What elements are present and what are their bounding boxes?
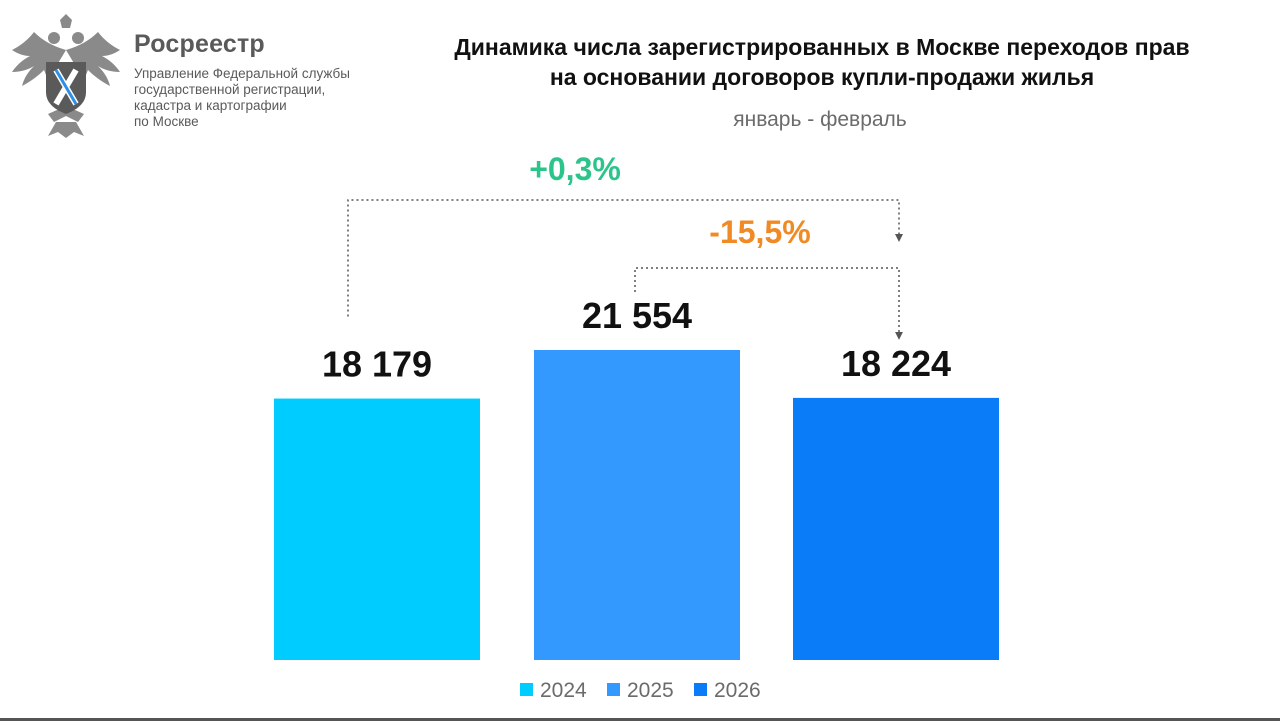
change-label-2024-2026: +0,3%	[529, 151, 621, 187]
bar-2026	[793, 397, 999, 660]
chart-title: Динамика числа зарегистрированных в Моск…	[400, 32, 1244, 92]
change-bracket-2025-2026	[634, 267, 903, 340]
bar-2024	[274, 398, 480, 660]
legend-swatch-2025	[607, 683, 620, 696]
org-subtitle-line: по Москве	[134, 114, 199, 129]
legend-label-2024: 2024	[540, 679, 587, 702]
org-subtitle-line: государственной регистрации,	[134, 82, 326, 97]
change-bracket-2024-2026	[347, 199, 903, 317]
org-subtitle-line: кадастра и картографии	[134, 98, 287, 113]
bottom-divider	[0, 718, 1280, 721]
org-subtitle: Управление Федеральной службы государств…	[134, 66, 350, 130]
change-label-2025-2026: -15,5%	[709, 214, 810, 250]
chart-title-line: на основании договоров купли-продажи жил…	[549, 64, 1095, 90]
data-label-2026: 18 224	[841, 343, 951, 384]
org-name: Росреестр	[134, 30, 265, 58]
rosreestr-emblem-icon	[12, 14, 120, 138]
data-label-2024: 18 179	[322, 344, 432, 385]
chart-subtitle: январь - февраль	[733, 108, 907, 131]
legend-swatch-2026	[694, 683, 707, 696]
legend-swatch-2024	[520, 683, 533, 696]
bar-2025	[534, 350, 740, 660]
org-subtitle-line: Управление Федеральной службы	[134, 66, 350, 81]
data-label-2025: 21 554	[582, 295, 692, 336]
legend-label-2025: 2025	[627, 679, 674, 702]
legend-label-2026: 2026	[714, 679, 761, 702]
chart-title-line: Динамика числа зарегистрированных в Моск…	[454, 34, 1190, 60]
